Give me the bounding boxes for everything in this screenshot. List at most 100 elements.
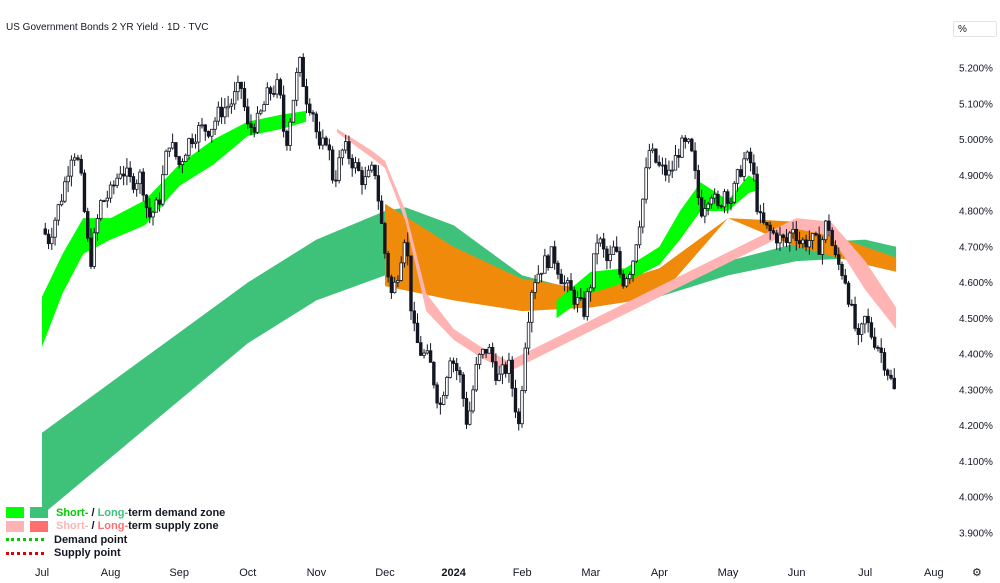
candle-body: [690, 138, 694, 152]
candle-body: [141, 171, 145, 196]
unit-label[interactable]: %: [953, 21, 997, 37]
candle-body: [259, 110, 263, 114]
x-tick-label: Feb: [513, 567, 532, 579]
candle-body: [569, 280, 573, 291]
candle-body: [572, 289, 576, 305]
candle-body: [281, 94, 286, 132]
candle-body: [56, 204, 61, 221]
candle-body: [683, 137, 687, 142]
candle-body: [585, 291, 590, 317]
candle-body: [631, 260, 635, 275]
candle-body: [223, 107, 227, 118]
candle-body: [657, 161, 661, 166]
candle-body: [663, 164, 668, 176]
candle-body: [598, 238, 603, 244]
candle-body: [272, 93, 276, 95]
candle-body: [308, 103, 312, 114]
candle-body: [595, 242, 599, 255]
candle-body: [115, 177, 119, 186]
candle-body: [471, 389, 475, 412]
candle-body: [869, 322, 874, 338]
chart-title: US Government Bonds 2 YR Yield · 1D · TV…: [6, 22, 209, 33]
candle-body: [128, 167, 132, 177]
candle-body: [288, 121, 292, 146]
candle-body: [105, 197, 110, 202]
legend-supply-row: Short- / Long- term supply zone: [6, 520, 225, 534]
candle-body: [229, 103, 234, 107]
candle-body: [321, 137, 325, 146]
candle-body: [549, 246, 554, 269]
candle-body: [43, 228, 47, 235]
candle-body: [559, 273, 563, 285]
y-tick-label: 4.500%: [959, 314, 993, 325]
candle-body: [428, 350, 433, 363]
candle-body: [455, 363, 459, 371]
candle-body: [735, 169, 740, 184]
y-tick-label: 4.700%: [959, 242, 993, 253]
candle-body: [621, 273, 625, 287]
candle-body: [69, 159, 74, 177]
candle-body: [810, 233, 815, 241]
y-tick-label: 4.900%: [959, 171, 993, 182]
gear-icon[interactable]: ⚙: [972, 567, 982, 579]
candle-body: [670, 169, 674, 172]
candle-body: [92, 232, 96, 267]
candle-body: [693, 150, 697, 171]
candle-body: [412, 310, 416, 324]
x-tick-label: Aug: [924, 567, 944, 579]
candle-body: [530, 291, 534, 323]
y-tick-label: 4.600%: [959, 278, 993, 289]
candle-body: [605, 248, 609, 262]
candle-body: [262, 104, 266, 112]
candle-body: [843, 275, 847, 284]
short-term-demand-zone: [42, 110, 307, 347]
candle-body: [458, 370, 462, 376]
candle-body: [373, 164, 377, 177]
candle-body: [89, 237, 93, 267]
candle-body: [601, 238, 606, 250]
candle-body: [376, 175, 381, 202]
candle-body: [210, 128, 214, 137]
candle-body: [379, 200, 384, 224]
candle-body: [95, 218, 100, 234]
candle-body: [872, 336, 877, 348]
candle-body: [889, 374, 893, 379]
y-tick-label: 4.300%: [959, 385, 993, 396]
candle-body: [814, 233, 818, 236]
candle-body: [464, 398, 469, 425]
candle-body: [582, 297, 586, 317]
y-tick-label: 5.200%: [959, 64, 993, 75]
legend-long-label: Long-: [97, 506, 129, 519]
candle-body: [409, 255, 413, 312]
candle-body: [63, 181, 67, 202]
candle-body: [148, 207, 152, 218]
candle-body: [255, 112, 260, 133]
candle-body: [494, 361, 498, 381]
candle-body: [846, 282, 851, 305]
candle-body: [807, 240, 812, 248]
candle-body: [680, 137, 684, 158]
candle-body: [752, 162, 756, 175]
candle-body: [360, 170, 364, 186]
legend-short-supply-label: Short-: [56, 520, 89, 533]
candle-body: [206, 130, 211, 137]
candle-body: [794, 228, 798, 242]
candle-body: [830, 230, 834, 246]
candle-body: [167, 147, 172, 152]
candle-body: [330, 149, 335, 181]
candle-body: [190, 138, 194, 145]
candle-body: [112, 184, 116, 187]
x-tick-label: Jul: [858, 567, 872, 579]
candle-body: [79, 158, 83, 174]
candle-body: [425, 350, 430, 354]
x-tick-label: Sep: [169, 567, 189, 579]
candle-body: [265, 87, 270, 105]
candle-body: [383, 223, 387, 254]
candle-body: [833, 245, 838, 256]
candle-body: [856, 327, 861, 335]
candle-body: [778, 234, 782, 244]
candle-body: [53, 219, 57, 238]
candle-body: [566, 280, 570, 284]
candle-body: [461, 374, 465, 399]
